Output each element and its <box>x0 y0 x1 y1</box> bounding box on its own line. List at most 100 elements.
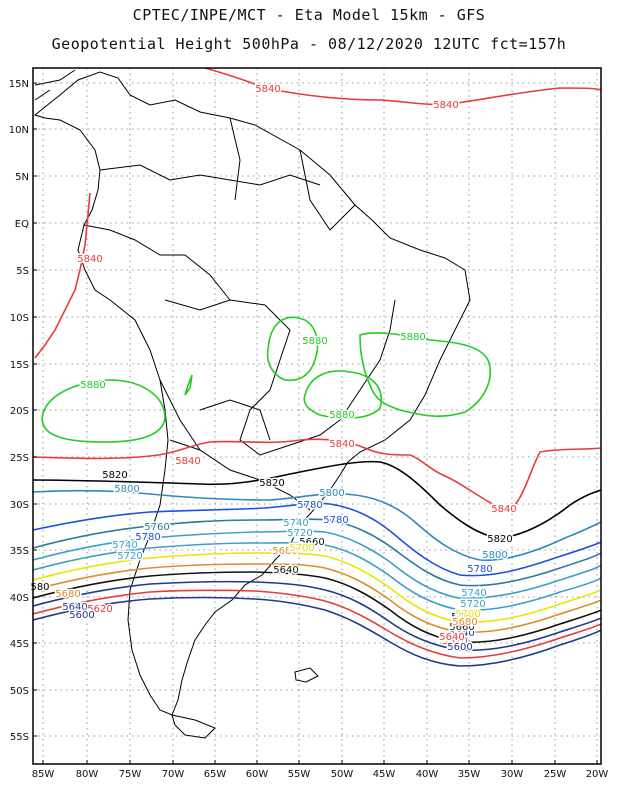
contour-label: 5760 <box>144 522 169 533</box>
coastlines <box>33 69 471 739</box>
height-contour-line <box>34 192 91 359</box>
height-contour-line <box>32 571 602 644</box>
contour-label: 5740 <box>461 588 486 599</box>
height-contour-line <box>32 502 602 577</box>
map-title: CPTEC/INPE/MCT - Eta Model 15km - GFS <box>132 6 486 24</box>
height-contour-line <box>41 379 166 443</box>
contour-label: 5640 <box>439 632 464 643</box>
latitude-labels: 15N 10N 5N EQ 5S 10S 15S 20S 25S 30S 35S 40S 45S 50S 5… <box>9 79 37 743</box>
contour-label: 5680 <box>55 589 80 600</box>
contour-label: 5800 <box>114 484 139 495</box>
lat-label: 50S <box>10 686 29 697</box>
map-frame <box>32 67 602 765</box>
contour-label: 5880 <box>400 332 425 343</box>
lon-label: 75W <box>119 769 142 780</box>
height-contour-line <box>32 489 602 562</box>
contour-label: 5880 <box>329 410 354 421</box>
height-contour-line <box>32 530 602 600</box>
contour-label: 5880 <box>302 336 327 347</box>
lon-label: 30W <box>501 769 524 780</box>
lon-label: 85W <box>32 769 55 780</box>
coastline-segment <box>339 299 396 421</box>
lon-label: 80W <box>76 769 99 780</box>
coastline-segment <box>34 89 51 101</box>
lon-label: 25W <box>544 769 567 780</box>
height-contours <box>32 67 602 667</box>
height-contour-line <box>32 563 602 634</box>
height-contour-line <box>32 580 602 652</box>
contour-label: 5620 <box>87 604 112 615</box>
lat-label: 15N <box>9 79 29 90</box>
contour-label: 5820 <box>487 534 512 545</box>
coastline-segment <box>171 714 216 739</box>
coastline-segment <box>34 69 76 86</box>
lon-label: 65W <box>204 769 227 780</box>
lon-label: 40W <box>416 769 439 780</box>
height-contour-line <box>32 596 602 667</box>
contour-label: 5840 <box>175 456 200 467</box>
lon-label: 35W <box>458 769 481 780</box>
lon-label: 50W <box>331 769 354 780</box>
lon-label: 55W <box>288 769 311 780</box>
contour-label: 5840 <box>329 439 354 450</box>
contour-label: 5840 <box>255 84 280 95</box>
height-contour-line <box>32 542 602 612</box>
lat-label: 30S <box>10 500 29 511</box>
height-contour-line <box>32 552 602 624</box>
lat-label: 10N <box>9 125 29 136</box>
height-contour-line <box>359 332 492 417</box>
contour-label: 5740 <box>283 518 308 529</box>
contour-label: 5880 <box>80 380 105 391</box>
lat-label: 20S <box>10 406 29 417</box>
lat-label: 35S <box>10 546 29 557</box>
contour-label: 5780 <box>467 564 492 575</box>
contour-label: 5800 <box>319 488 344 499</box>
coastline-segment <box>83 224 185 256</box>
contour-label: 5720 <box>460 599 485 610</box>
contour-label: 5640 <box>62 602 87 613</box>
height-contour-line <box>184 374 193 396</box>
contour-label: 5660 <box>449 622 474 633</box>
height-contour-line <box>32 518 602 587</box>
coastline-segment <box>239 389 341 456</box>
map-subtitle: Geopotential Height 500hPa - 08/12/2020 … <box>51 35 567 53</box>
lat-label: 55S <box>10 732 29 743</box>
contour-label: 5700 <box>455 609 480 620</box>
contour-label: 5820 <box>259 478 284 489</box>
contour-label: 5820 <box>102 470 127 481</box>
lon-label: 70W <box>162 769 185 780</box>
coastline-segment <box>184 254 231 301</box>
lat-label: 15S <box>10 360 29 371</box>
height-contour-line <box>32 438 602 511</box>
contour-label: 5720 <box>117 551 142 562</box>
contour-label: 5740 <box>112 540 137 551</box>
contour-label: 5720 <box>287 528 312 539</box>
coastline-segment <box>294 667 319 683</box>
longitude-labels: 85W 80W 75W 70W 65W 60W 55W 50W 45W 40W 35W 30W 25W 2… <box>32 760 609 780</box>
lat-label: 45S <box>10 639 29 650</box>
contour-label: 5600 <box>69 610 94 621</box>
contour-label: 5780 <box>135 532 160 543</box>
coastline-segment <box>159 379 201 451</box>
lat-label: 25S <box>10 453 29 464</box>
lat-lon-grid <box>33 68 601 764</box>
contour-label: 5640 <box>449 628 474 639</box>
contour-label: 5780 <box>297 500 322 511</box>
coastline-segment <box>164 299 291 391</box>
coastline-segment <box>299 149 356 231</box>
contour-label: 5660 <box>299 537 324 548</box>
contour-labels: 5840 5840 5840 5840 5840 5840 5880 5880 5880 5880… <box>29 83 518 655</box>
contour-label: 5840 <box>77 254 102 265</box>
contour-label: 5840 <box>491 504 516 515</box>
coastline-segment <box>33 71 471 716</box>
lat-label: EQ <box>15 219 29 230</box>
height-contour-line <box>266 316 319 382</box>
lat-label: 5S <box>16 266 29 277</box>
contour-label: 5700 <box>289 543 314 554</box>
lon-label: 20W <box>586 769 609 780</box>
contour-label: 5620 <box>442 636 467 647</box>
height-contour-line <box>32 589 602 659</box>
coastline-segment <box>99 164 321 186</box>
height-contour-line <box>303 370 382 419</box>
